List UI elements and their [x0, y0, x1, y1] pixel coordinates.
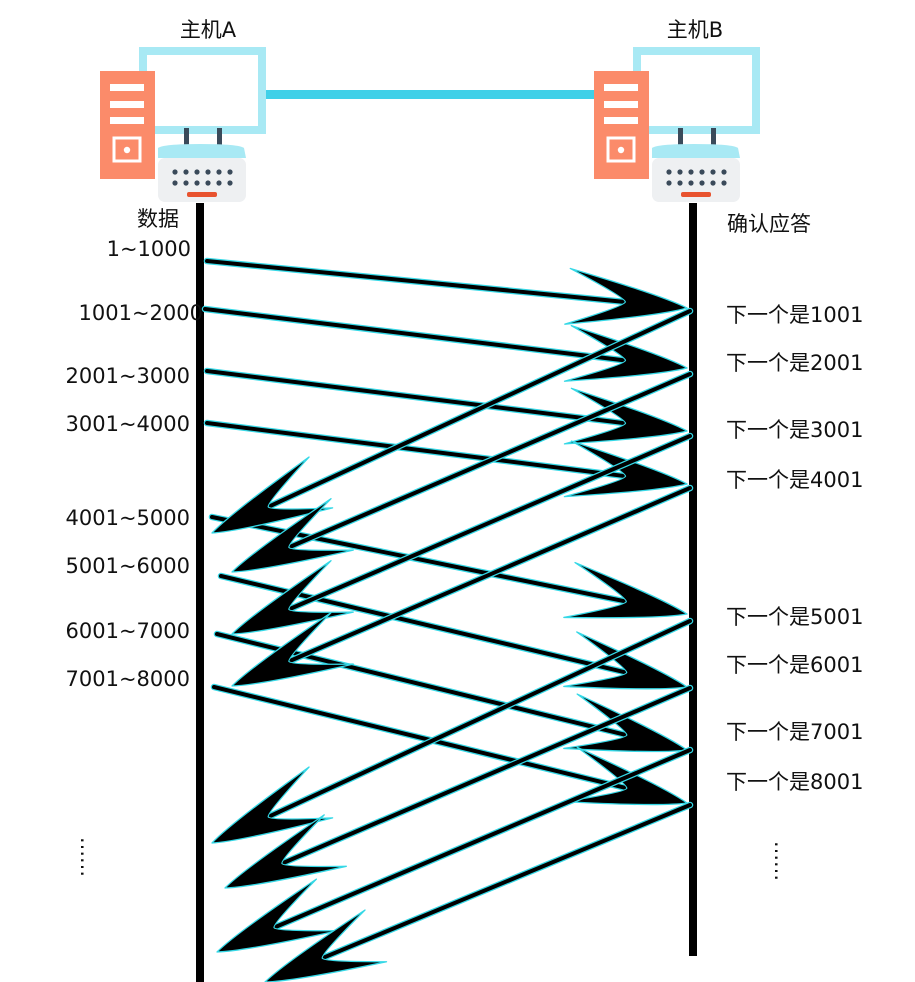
ack-label: 下一个是3001: [726, 418, 863, 442]
segment-label: 4001~5000: [66, 506, 190, 530]
ack-arrow: [224, 684, 694, 889]
ack-arrow: [231, 484, 694, 687]
continuation-right: ……: [770, 841, 794, 881]
data-segment-arrow: [203, 419, 688, 498]
ack-arrow: [264, 801, 694, 982]
segment-label: 7001~8000: [66, 667, 190, 691]
ack-label: 下一个是8001: [726, 770, 863, 794]
segment-label: 1~1000: [107, 237, 191, 261]
data-segment-arrow: [203, 257, 688, 325]
segment-label: 5001~6000: [66, 554, 190, 578]
continuation-left: ……: [76, 837, 100, 877]
segment-label: 3001~4000: [66, 412, 190, 436]
data-segment-arrow: [203, 367, 688, 445]
segment-label: 2001~3000: [66, 364, 190, 388]
host-a-timeline: [196, 203, 204, 982]
network-link: [262, 90, 598, 99]
host-b-computer-icon: [594, 47, 760, 202]
data-segment-arrow: [201, 305, 688, 382]
ack-label: 下一个是2001: [726, 351, 863, 375]
ack-arrow: [211, 307, 694, 534]
ack-arrow: [211, 617, 694, 844]
ack-arrow: [216, 746, 694, 953]
message-arrows: [201, 257, 694, 982]
ack-label: 下一个是6001: [726, 653, 863, 677]
host-b-timeline: [689, 203, 697, 956]
ack-heading: 确认应答: [727, 212, 811, 236]
ack-label: 下一个是1001: [726, 303, 863, 327]
host-a-title: 主机A: [180, 18, 237, 42]
host-a-computer-icon: [100, 47, 266, 202]
data-heading: 数据: [137, 207, 179, 231]
segment-label: 6001~7000: [66, 619, 190, 643]
host-b-title: 主机B: [667, 18, 723, 42]
data-segment-arrow: [208, 513, 688, 619]
ack-label: 下一个是4001: [726, 468, 863, 492]
ack-label: 下一个是5001: [726, 605, 863, 629]
ack-arrow: [231, 432, 694, 635]
ack-label: 下一个是7001: [726, 720, 863, 744]
segment-label: 1001~2000: [79, 301, 203, 325]
ack-arrow: [231, 370, 694, 573]
